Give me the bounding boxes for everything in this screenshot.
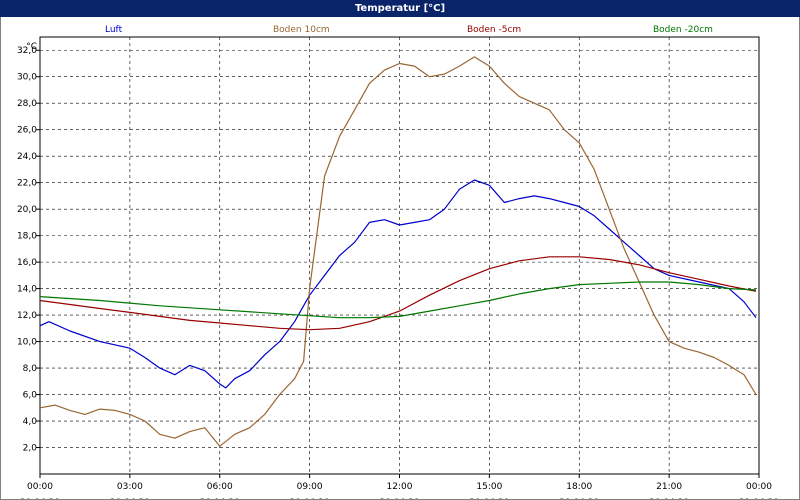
x-tick-label-time: 18:00 xyxy=(566,482,592,492)
series-line-boden-5cm xyxy=(39,256,757,331)
y-tick-label: 6,0 xyxy=(23,391,38,401)
y-tick-label: 30,0 xyxy=(17,73,37,83)
legend-luft: Luft xyxy=(105,25,123,35)
x-tick-label-date: 20.04.20 xyxy=(559,498,599,499)
series-line-boden-20cm xyxy=(39,281,757,319)
legend-boden-10cm: Boden 10cm xyxy=(273,25,330,35)
y-tick-label: 16,0 xyxy=(17,258,37,268)
temperature-chart: 2,0 4,0 6,0 8,0 10,0 12,0 14,0 16,0 18,0 20,0 22,0… xyxy=(17,36,779,499)
x-tick-label-time: 00:00 xyxy=(746,482,772,492)
x-tick-label-time: 06:00 xyxy=(207,482,233,492)
window-title: Temperatur [°C] xyxy=(0,0,800,17)
x-tick-label-time: 12:00 xyxy=(387,482,413,492)
x-tick-label-date: 20.04.20 xyxy=(469,498,509,499)
y-tick-label: 28,0 xyxy=(17,99,37,109)
chart-frame: 2,0 4,0 6,0 8,0 10,0 12,0 14,0 16,0 18,0 20,0 22,0… xyxy=(0,17,800,500)
legend-boden-minus-20cm: Boden -20cm xyxy=(653,25,713,35)
y-tick-label: 20,0 xyxy=(17,205,37,215)
y-tick-label: 24,0 xyxy=(17,152,37,162)
y-tick-label: 8,0 xyxy=(23,364,38,374)
y-tick-label: 12,0 xyxy=(17,311,37,321)
x-tick-label-time: 21:00 xyxy=(656,482,682,492)
y-tick-label: 22,0 xyxy=(17,179,37,189)
y-tick-label: 32,0 xyxy=(17,46,37,56)
series-line-luft xyxy=(39,179,757,389)
x-tick-label-date: 20.04.20 xyxy=(290,498,330,499)
x-tick-label-date: 21.04.20 xyxy=(739,498,779,499)
y-axis-label: °C xyxy=(26,42,37,52)
x-tick-label-time: 15:00 xyxy=(476,482,502,492)
y-tick-label: 14,0 xyxy=(17,285,37,295)
y-tick-label: 26,0 xyxy=(17,126,37,136)
x-tick-label-date: 20.04.20 xyxy=(110,498,150,499)
x-tick-label-date: 20.04.20 xyxy=(20,498,60,499)
x-tick-label-date: 20.04.20 xyxy=(200,498,240,499)
y-tick-label: 18,0 xyxy=(17,232,37,242)
y-tick-label: 2,0 xyxy=(23,444,38,454)
y-tick-label: 10,0 xyxy=(17,338,37,348)
legend-boden-minus-5cm: Boden -5cm xyxy=(467,25,522,35)
x-tick-label-time: 00:00 xyxy=(27,482,53,492)
x-tick-label-time: 03:00 xyxy=(117,482,143,492)
series-line-boden-10cm xyxy=(39,56,757,447)
x-tick-label-date: 20.04.20 xyxy=(649,498,689,499)
x-tick-label-date: 20.04.20 xyxy=(379,498,419,499)
x-tick-label-time: 09:00 xyxy=(297,482,323,492)
y-tick-label: 4,0 xyxy=(23,417,38,427)
